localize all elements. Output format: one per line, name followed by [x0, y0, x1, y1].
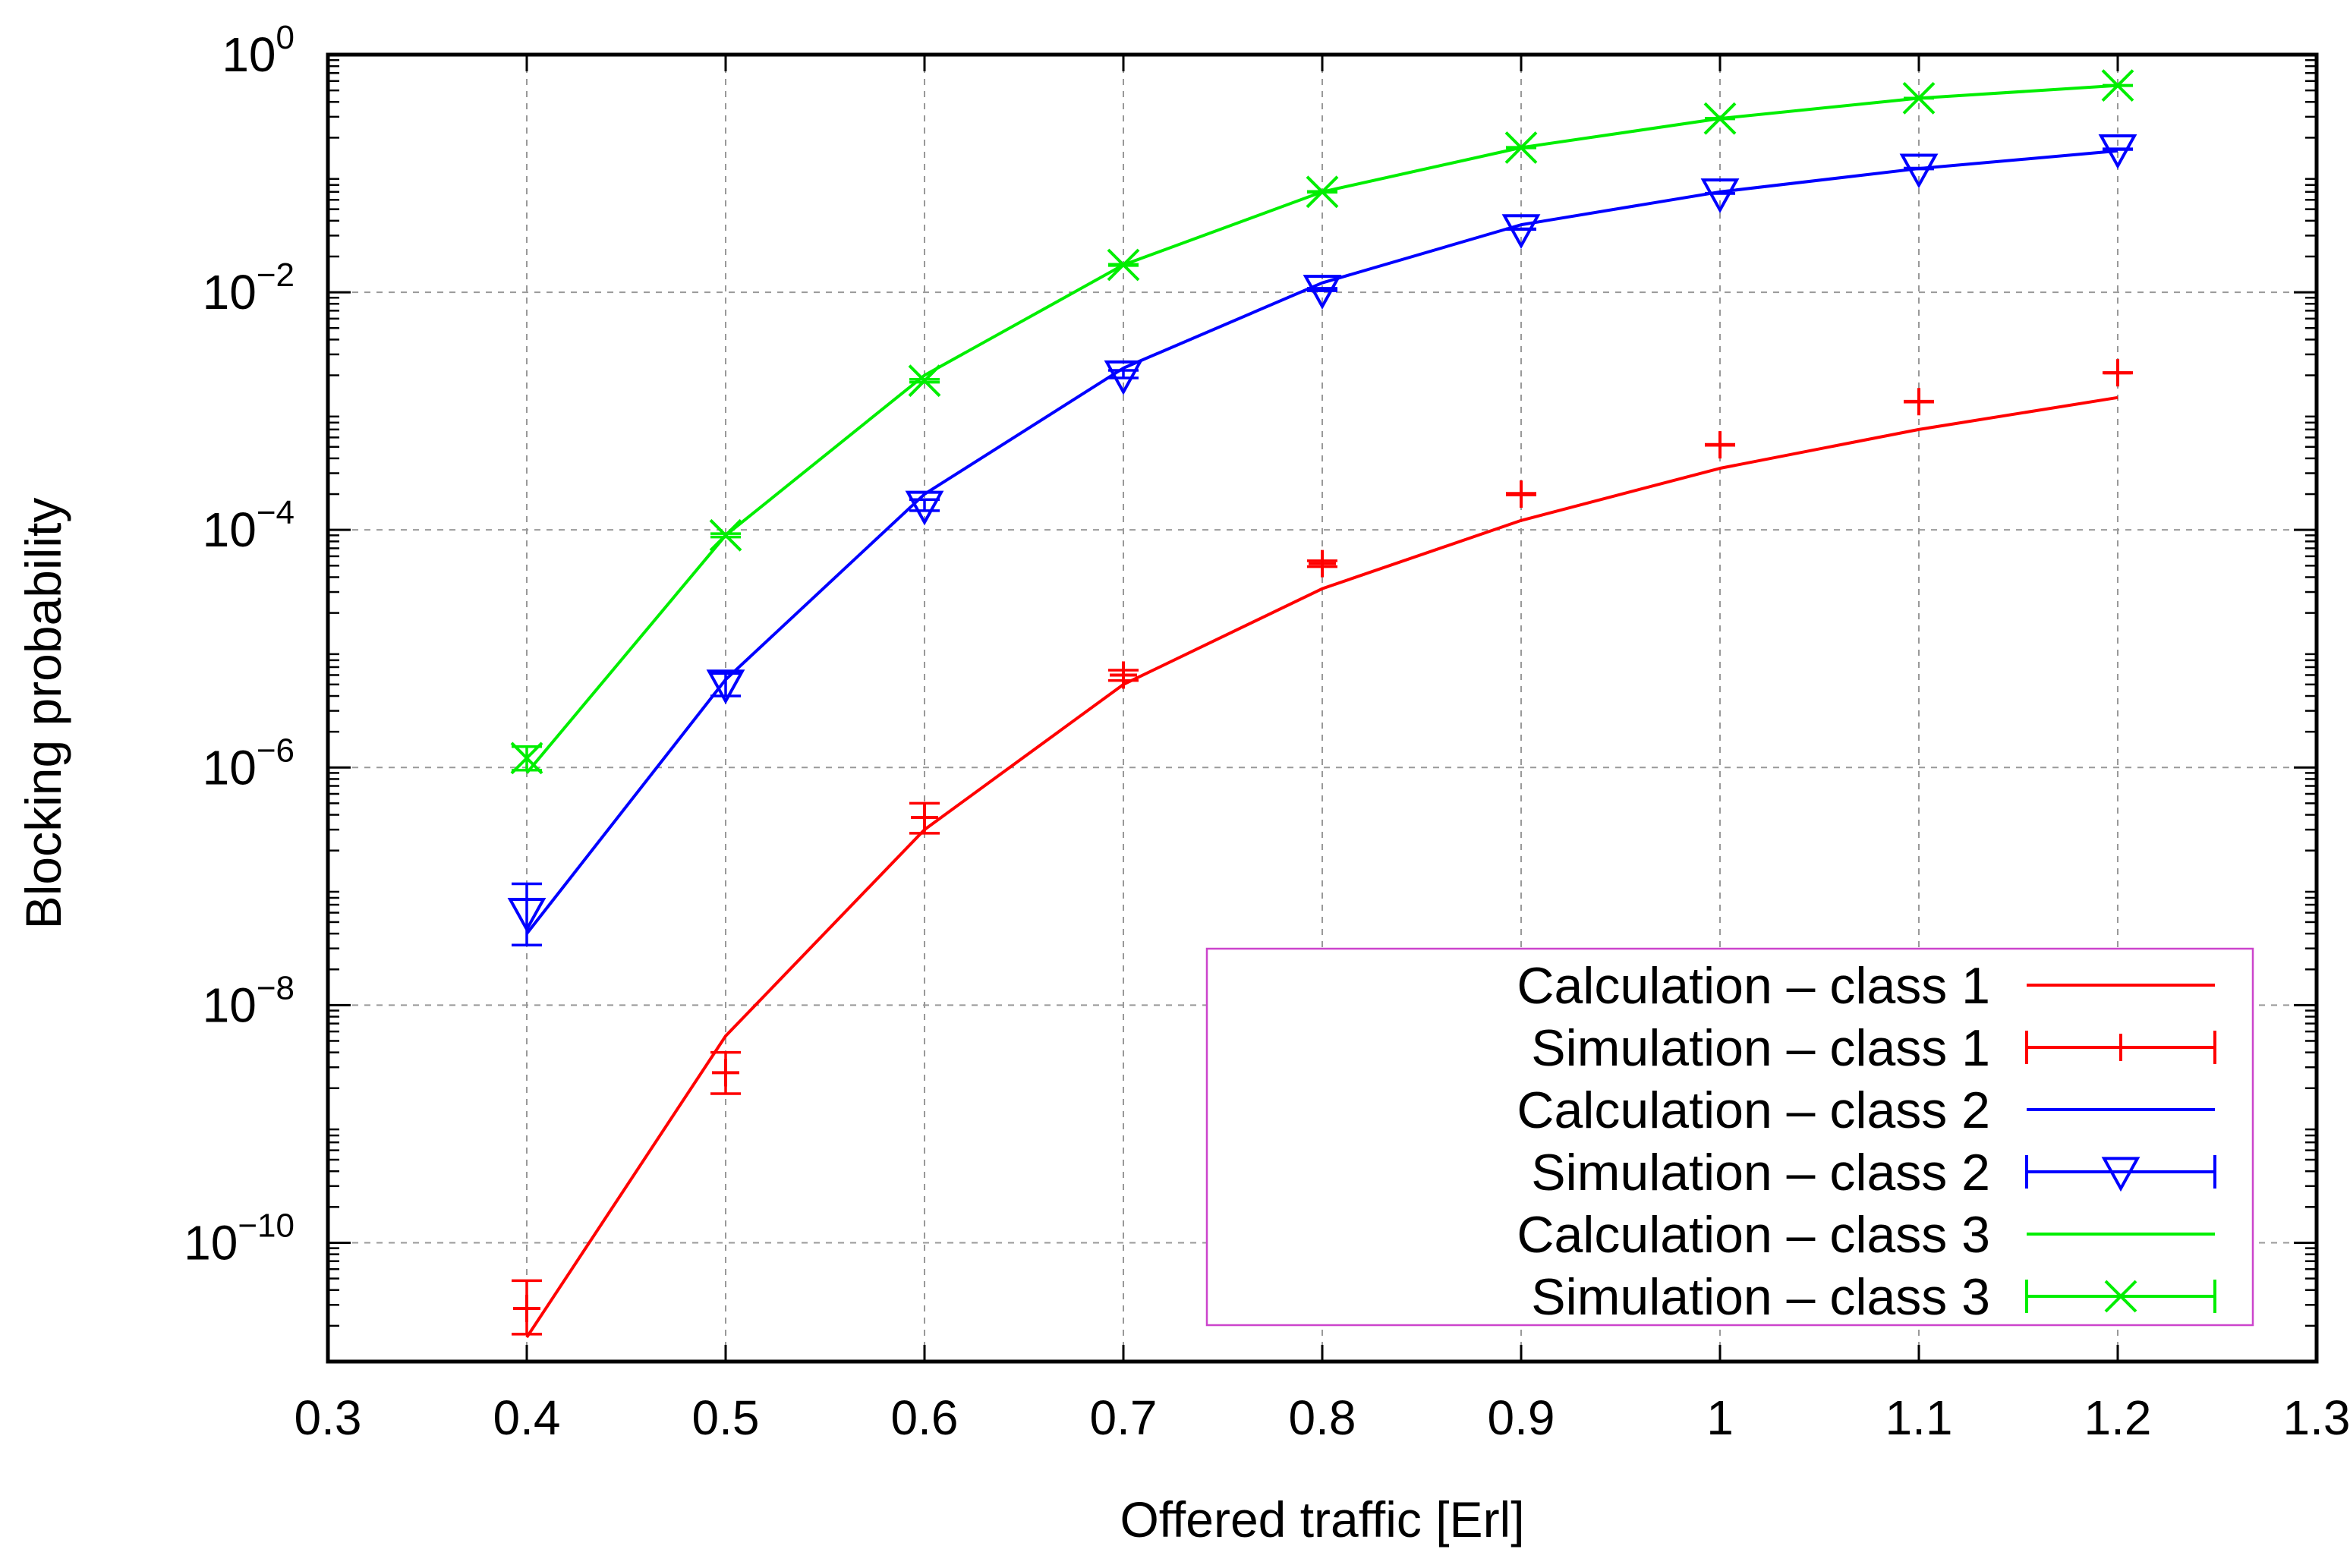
- data-point: [1107, 248, 1140, 282]
- y-tick-label: 10−10: [184, 1207, 295, 1270]
- y-tick-label: 100: [222, 19, 295, 82]
- x-tick-label: 1.1: [1885, 1390, 1953, 1445]
- data-point: [1309, 549, 1336, 578]
- legend-label: Simulation – class 2: [1531, 1144, 1990, 1201]
- legend-label: Simulation – class 1: [1531, 1019, 1990, 1077]
- data-point: [1110, 661, 1137, 689]
- legend-marker: [2101, 1157, 2141, 1192]
- x-tick-label: 0.7: [1090, 1390, 1158, 1445]
- data-point: [712, 1059, 739, 1087]
- data-point: [2104, 359, 2131, 387]
- data-point: [1899, 153, 1939, 189]
- x-tick-label: 0.8: [1289, 1390, 1356, 1445]
- data-point: [2101, 69, 2134, 102]
- data-point-b: [908, 364, 941, 398]
- series-line: [525, 149, 2118, 935]
- x-tick-label: 0.6: [891, 1390, 959, 1445]
- data-point: [1507, 480, 1535, 508]
- data-point: [1306, 175, 1339, 209]
- data-point: [709, 518, 742, 552]
- legend-box: [1205, 947, 2254, 1327]
- x-tick-label: 0.3: [295, 1390, 362, 1445]
- legend-marker: [2104, 1280, 2137, 1313]
- x-tick-label: 0.4: [493, 1390, 561, 1445]
- data-point: [1504, 131, 1538, 164]
- series-4: [507, 134, 2137, 947]
- y-tick-label: 10−8: [203, 969, 295, 1032]
- series-3: [525, 149, 2118, 935]
- axis-ticks: 0.3 0.4 0.5 0.6 0.7 0.8 0.9 1 1.1 1.2 1.3 100 10−2 10…: [184, 19, 2350, 1445]
- series-6: [510, 69, 2134, 775]
- data-point: [1303, 275, 1342, 310]
- data-point-b: [1902, 81, 1936, 115]
- y-tick-label: 10−2: [203, 257, 295, 320]
- legend-marker: [2107, 1034, 2134, 1061]
- data-point: [507, 897, 547, 933]
- y-tick-label: 10−6: [203, 732, 295, 795]
- x-tick-label: 0.5: [692, 1390, 760, 1445]
- series-layer: [507, 69, 2137, 1339]
- data-point: [1700, 178, 1740, 213]
- legend-label: Calculation – class 2: [1517, 1082, 1990, 1139]
- series-line: [525, 395, 2118, 1339]
- data-point: [1703, 102, 1737, 135]
- data-point: [1501, 214, 1541, 250]
- series-1: [525, 395, 2118, 1339]
- data-point: [2098, 134, 2137, 169]
- data-point-b: [709, 518, 742, 552]
- x-tick-label: 1.2: [2084, 1390, 2152, 1445]
- legend-label: Simulation – class 3: [1531, 1268, 1990, 1326]
- data-point: [1706, 431, 1734, 459]
- x-tick-label: 1: [1706, 1390, 1734, 1445]
- data-point-b: [2101, 69, 2134, 102]
- legend-label: Calculation – class 1: [1517, 957, 1990, 1015]
- x-tick-label: 1.3: [2283, 1390, 2350, 1445]
- data-point-b: [1703, 102, 1737, 135]
- data-point: [911, 804, 938, 832]
- data-point: [513, 1294, 540, 1322]
- data-point-b: [1306, 175, 1339, 209]
- data-point-b: [510, 741, 543, 775]
- data-point-b: [1504, 131, 1538, 164]
- data-point-b: [1107, 248, 1140, 282]
- data-point: [510, 741, 543, 775]
- y-tick-label: 10−4: [203, 494, 295, 557]
- x-tick-label: 0.9: [1488, 1390, 1555, 1445]
- series-2: [512, 359, 2133, 1336]
- x-axis-title: Offered traffic [Erl]: [1120, 1491, 1524, 1548]
- data-point: [905, 490, 944, 526]
- data-point: [1902, 81, 1936, 115]
- data-point: [1104, 360, 1143, 395]
- data-point: [908, 364, 941, 398]
- data-point: [1905, 388, 1933, 416]
- data-point: [706, 669, 745, 704]
- y-axis-title: Blocking probability: [15, 498, 71, 930]
- legend-marker-b: [2104, 1280, 2137, 1313]
- legend-label: Calculation – class 3: [1517, 1206, 1990, 1264]
